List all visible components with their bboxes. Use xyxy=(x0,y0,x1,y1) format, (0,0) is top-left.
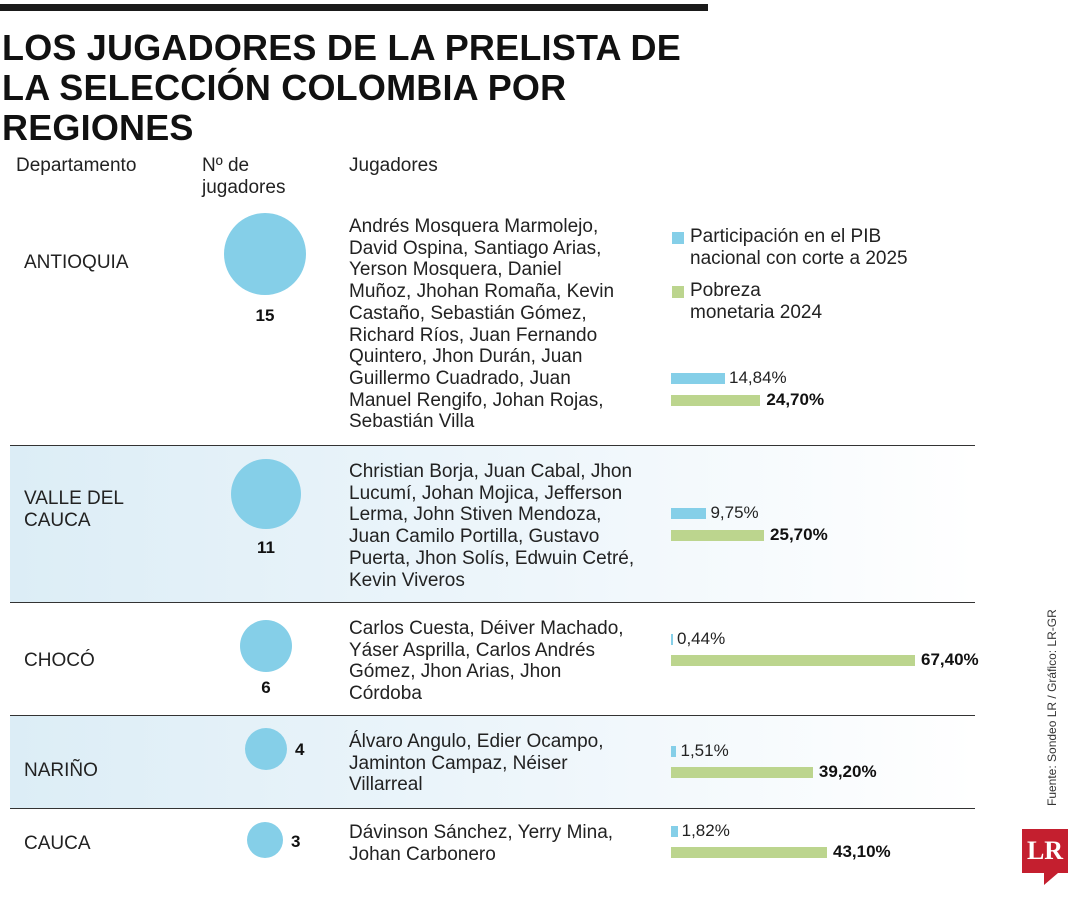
players-list-line: Johan Carbonero xyxy=(349,843,496,865)
legend-pov-swatch xyxy=(672,286,684,298)
legend-pib-line-2: nacional con corte a 2025 xyxy=(690,248,908,269)
title-line-1: LOS JUGADORES DE LA PRELISTA DE xyxy=(2,27,681,68)
pib-value: 0,44% xyxy=(677,629,726,648)
source-credit: Fuente: Sondeo LR / Gráfico: LR-GR xyxy=(1045,609,1059,806)
department-name: ANTIOQUIA xyxy=(24,252,129,274)
player-count: 4 xyxy=(295,740,305,759)
legend-pib-swatch xyxy=(672,232,684,244)
header-count-line-2: jugadores xyxy=(202,177,286,198)
players-list-line: Yáser Asprilla, Carlos Andrés xyxy=(349,639,596,661)
players-list: Dávinson Sánchez, Yerry Mina, Johan Carbo… xyxy=(349,822,649,865)
infographic-title: LOS JUGADORES DE LA PRELISTA DE LA SELEC… xyxy=(2,28,742,148)
players-list-line: Villarreal xyxy=(349,774,423,796)
players-list-line: Dávinson Sánchez, Yerry Mina, xyxy=(349,822,614,843)
players-list-line: Yerson Mosquera, Daniel xyxy=(349,259,562,281)
pib-value: 1,51% xyxy=(680,741,729,760)
pib-bar xyxy=(671,373,725,384)
row-band xyxy=(10,446,975,602)
department-name: NARIÑO xyxy=(24,760,98,782)
players-list-line: Sebastián Villa xyxy=(349,411,475,433)
lr-logo-tail xyxy=(1044,873,1058,885)
players-list: Christian Borja, Juan Cabal, Jhon Lucumí,… xyxy=(349,461,649,591)
pib-bar xyxy=(671,826,678,837)
legend-pov: Pobreza monetaria 2024 xyxy=(690,280,822,324)
department-name: CHOCÓ xyxy=(24,650,95,672)
player-count: 11 xyxy=(257,538,275,557)
header-players: Jugadores xyxy=(349,155,438,176)
poverty-bar xyxy=(671,655,915,666)
players-list-line: Castaño, Sebastián Gómez, xyxy=(349,302,587,324)
players-list-line: Gómez, Jhon Arias, Jhon xyxy=(349,661,562,683)
header-count-line-1: Nº de xyxy=(202,155,250,176)
department-name: CAUCA xyxy=(24,833,91,855)
header-department: Departamento xyxy=(16,155,137,176)
player-count: 15 xyxy=(255,306,275,325)
players-list-line: Manuel Rengifo, Johan Rojas, xyxy=(349,389,604,411)
players-list: Carlos Cuesta, Déiver Machado, Yáser Aspr… xyxy=(349,618,649,705)
pib-value: 14,84% xyxy=(729,368,787,387)
players-list-line: Andrés Mosquera Marmolejo, xyxy=(349,216,599,237)
row-divider xyxy=(10,602,975,603)
department-name-line: CHOCÓ xyxy=(24,650,95,671)
players-list-line: Carlos Cuesta, Déiver Machado, xyxy=(349,618,624,639)
poverty-value: 39,20% xyxy=(818,762,877,781)
players-list-line: Lerma, John Stiven Mendoza, xyxy=(349,504,602,526)
poverty-value: 25,70% xyxy=(770,525,828,544)
legend-pov-line-1: Pobreza xyxy=(690,280,761,301)
row-band xyxy=(10,716,975,808)
players-list-line: Quintero, Jhon Durán, Juan xyxy=(349,346,583,368)
player-count-circle xyxy=(231,459,301,529)
players-list-line: Jaminton Campaz, Néiser xyxy=(349,752,568,774)
poverty-value: 43,10% xyxy=(833,842,891,861)
legend-pib-line-1: Participación en el PIB xyxy=(690,226,882,247)
row-divider xyxy=(10,808,975,809)
row-divider xyxy=(10,715,975,716)
department-name-line: VALLE DEL xyxy=(24,488,124,509)
department-name-line: CAUCA xyxy=(24,510,91,531)
player-count-circle xyxy=(245,728,287,770)
pib-bar xyxy=(671,634,673,645)
players-list-line: Kevin Viveros xyxy=(349,569,465,591)
players-list-line: Juan Camilo Portilla, Gustavo xyxy=(349,526,600,548)
player-count: 3 xyxy=(291,832,301,851)
lr-logo-text: LR xyxy=(1026,836,1064,865)
legend-pib: Participación en el PIB nacional con cor… xyxy=(690,226,908,270)
players-list-line: Álvaro Angulo, Edier Ocampo, xyxy=(349,731,604,752)
players-list-line: Puerta, Jhon Solís, Edwuin Cetré, xyxy=(349,547,635,569)
players-list-line: Richard Ríos, Juan Fernando xyxy=(349,324,598,346)
player-count: 6 xyxy=(261,678,271,697)
header-count: Nº de jugadores xyxy=(202,155,285,199)
pib-bar xyxy=(671,746,677,757)
pib-value: 9,75% xyxy=(710,503,759,522)
pib-bar xyxy=(671,508,707,519)
players-list-line: Muñoz, Jhohan Romaña, Kevin xyxy=(349,281,615,303)
player-count-circle xyxy=(247,822,283,858)
poverty-bar xyxy=(671,395,761,406)
title-line-2: LA SELECCIÓN COLOMBIA POR REGIONES xyxy=(2,67,567,148)
top-rule xyxy=(0,4,708,11)
player-count-circle xyxy=(224,213,306,295)
pib-value: 1,82% xyxy=(681,821,730,840)
poverty-value: 24,70% xyxy=(766,390,825,409)
players-list: Andrés Mosquera Marmolejo, David Ospina, … xyxy=(349,216,649,433)
legend-pov-line-2: monetaria 2024 xyxy=(690,302,823,323)
players-list-line: Córdoba xyxy=(349,683,422,705)
poverty-bar xyxy=(671,847,828,858)
poverty-bar xyxy=(671,767,813,778)
players-list-line: Christian Borja, Juan Cabal, Jhon xyxy=(349,461,633,482)
players-list-line: Lucumí, Johan Mojica, Jefferson xyxy=(349,482,623,504)
row-divider xyxy=(10,445,975,446)
poverty-value: 67,40% xyxy=(921,650,979,669)
department-name-line: ANTIOQUIA xyxy=(24,252,129,273)
poverty-bar xyxy=(671,530,765,541)
players-list: Álvaro Angulo, Edier Ocampo, Jaminton Cam… xyxy=(349,731,649,796)
lr-logo xyxy=(1022,829,1068,873)
players-list-line: Guillermo Cuadrado, Juan xyxy=(349,367,571,389)
player-count-circle xyxy=(240,620,292,672)
players-list-line: David Ospina, Santiago Arias, xyxy=(349,237,602,259)
department-name: VALLE DEL CAUCA xyxy=(24,488,124,532)
department-name-line: NARIÑO xyxy=(24,760,98,781)
department-name-line: CAUCA xyxy=(24,833,91,854)
